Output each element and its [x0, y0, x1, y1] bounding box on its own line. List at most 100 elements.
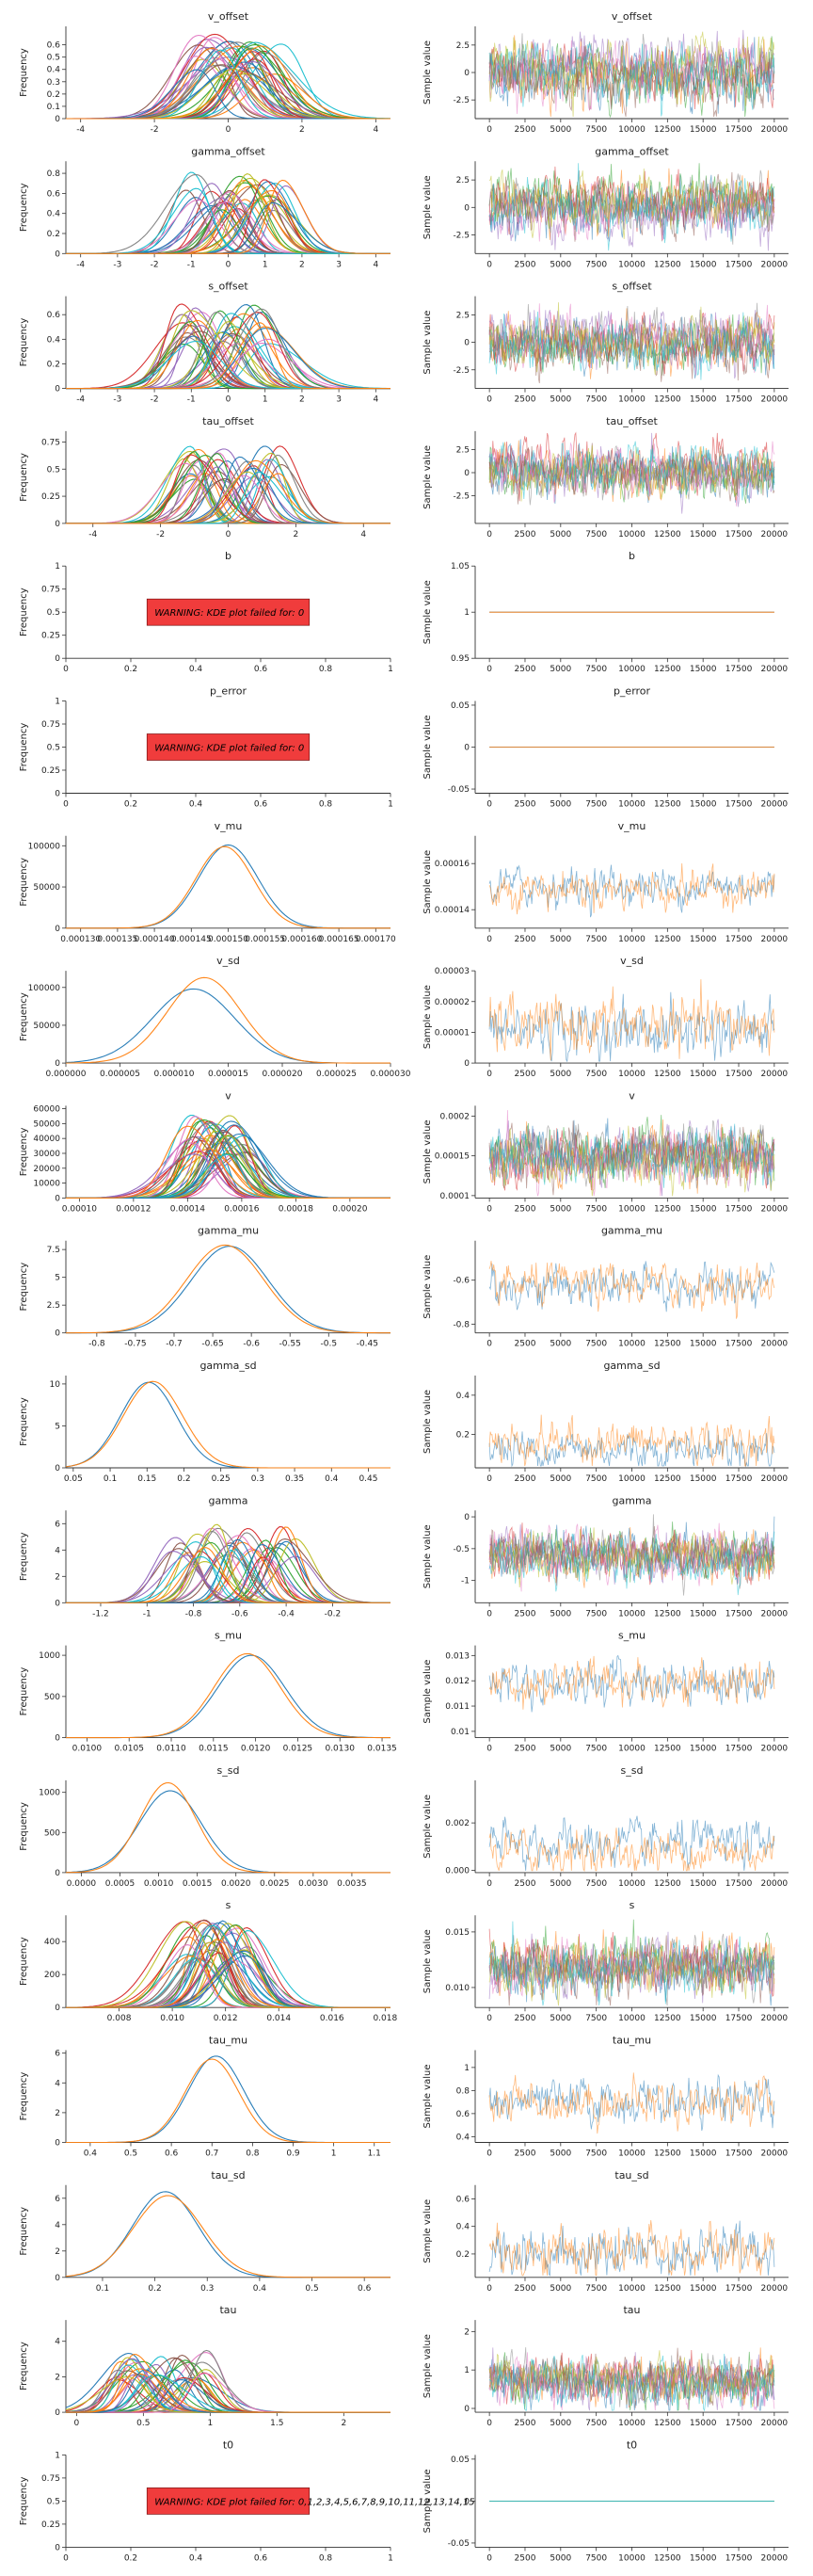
- trace-line-v_mu-0: [488, 864, 775, 918]
- kde-ylabel: Frequency: [19, 588, 29, 636]
- trace-gamma_sd-x-tick-label: 12500: [654, 1474, 681, 1484]
- kde-v_offset-y-tick-label: 0.2: [47, 90, 60, 100]
- kde-s-y-tick-label: 200: [44, 1971, 60, 1980]
- trace-line-s_offset-8: [488, 302, 775, 376]
- trace-ylabel: Sample value: [422, 580, 433, 644]
- trace-tau-x-tick-label: 20000: [761, 2419, 789, 2428]
- trace-v_mu-x-tick-label: 5000: [550, 935, 571, 944]
- trace-title-s_offset: s_offset: [612, 281, 652, 293]
- trace-gamma-x-tick-label: 15000: [690, 1609, 717, 1618]
- trace-tau_offset-x-tick-label: 2500: [515, 530, 536, 539]
- trace-line-gamma-7: [488, 1514, 775, 1596]
- trace-s_sd-y-tick-label: 0.002: [445, 1819, 470, 1828]
- trace-line-gamma_offset-4: [488, 180, 775, 251]
- trace-tau-x-tick-label: 5000: [550, 2419, 571, 2428]
- kde-v-x-tick-label: 0.00016: [224, 1204, 259, 1214]
- kde-s-y-tick-label: 400: [44, 1938, 60, 1947]
- kde-gamma_mu-y-tick-label: 7.5: [47, 1246, 60, 1255]
- trace-s_mu-y-tick-label: 0.012: [445, 1677, 470, 1686]
- kde-gamma_offset-x-tick-label: 2: [299, 260, 305, 269]
- trace-p_error-x-tick-label: 17500: [725, 800, 753, 810]
- trace-gamma_mu-x-tick-label: 15000: [690, 1340, 717, 1349]
- kde-curve-v_sd-0: [65, 988, 391, 1064]
- kde-gamma_mu-x-tick-label: -0.55: [279, 1340, 301, 1349]
- trace-v-x-tick-label: 0: [486, 1204, 492, 1214]
- kde-p_error-x-tick-label: 0.8: [319, 800, 333, 810]
- kde-tau_mu-x-tick-label: 0.6: [165, 2149, 179, 2159]
- trace-s_mu-y-tick-label: 0.01: [451, 1728, 470, 1737]
- trace-p_error-x-tick-label: 0: [486, 800, 492, 810]
- kde-tau_mu-x-tick-label: 0.4: [84, 2149, 98, 2159]
- kde-warning-box: [146, 733, 311, 761]
- trace-tau_mu-x-tick-label: 10000: [618, 2149, 646, 2159]
- kde-tau_mu-x-tick-label: 1.1: [368, 2149, 381, 2159]
- kde-tau-x-tick-label: 0.5: [136, 2419, 150, 2428]
- trace-v_mu-y-tick-label: 0.00014: [435, 906, 470, 915]
- trace-line-tau_offset-6: [488, 441, 775, 507]
- kde-v_offset-y-tick-label: 0.5: [47, 54, 60, 63]
- kde-gamma_mu-x-tick-label: -0.65: [201, 1340, 223, 1349]
- kde-gamma_offset-y-tick-label: 0.4: [47, 210, 61, 219]
- trace-gamma-x-tick-label: 12500: [654, 1609, 681, 1618]
- kde-curve-tau_offset-20: [66, 445, 391, 524]
- trace-b-y-tick-label: 1: [464, 608, 470, 618]
- trace-line-s_sd-1: [488, 1827, 775, 1873]
- kde-v_mu-x-tick-label: 0.000160: [281, 935, 322, 944]
- trace-tau-x-tick-label: 2500: [515, 2419, 536, 2428]
- trace-s_offset-x-tick-label: 5000: [550, 395, 571, 405]
- trace-title-v_mu: v_mu: [618, 820, 646, 832]
- trace-v-x-tick-label: 5000: [550, 1204, 571, 1214]
- trace-gamma-x-tick-label: 5000: [550, 1609, 571, 1618]
- trace-b-x-tick-label: 12500: [654, 665, 681, 674]
- trace-tau_offset-x-tick-label: 20000: [761, 530, 789, 539]
- trace-ylabel: Sample value: [422, 985, 433, 1049]
- kde-v_mu-x-tick-label: 0.000145: [171, 935, 212, 944]
- kde-tau-x-tick-label: 0: [73, 2419, 79, 2428]
- kde-s_offset-x-tick-label: -2: [151, 395, 159, 405]
- trace-gamma_sd-x-tick-label: 20000: [761, 1474, 789, 1484]
- trace-s_offset-x-tick-label: 2500: [515, 395, 536, 405]
- kde-v_sd-x-tick-label: 0.000030: [371, 1070, 411, 1079]
- trace-title-gamma_offset: gamma_offset: [595, 145, 669, 157]
- trace-t0-y-tick-label: -0.05: [448, 2539, 470, 2549]
- trace-tau-x-tick-label: 15000: [690, 2419, 717, 2428]
- kde-t0-y-tick-label: 0.25: [41, 2520, 60, 2530]
- kde-ylabel: Frequency: [19, 1937, 29, 1986]
- trace-title-tau_sd: tau_sd: [614, 2169, 648, 2182]
- kde-v_mu-y-tick-label: 0: [55, 925, 60, 934]
- kde-curve-s-1: [66, 1936, 391, 2008]
- trace-title-gamma_mu: gamma_mu: [601, 1225, 662, 1237]
- trace-v_sd-x-tick-label: 0: [486, 1070, 492, 1079]
- trace-v_sd-y-tick-label: 0.00002: [435, 998, 470, 1007]
- trace-ylabel: Sample value: [422, 175, 433, 239]
- kde-gamma_sd-x-tick-label: 0.3: [251, 1474, 264, 1484]
- kde-s_sd-y-tick-label: 0: [55, 1869, 60, 1878]
- trace-v-x-tick-label: 15000: [690, 1204, 717, 1214]
- trace-v_sd-y-tick-label: 0: [464, 1059, 470, 1069]
- kde-tau-x-tick-label: 1.5: [270, 2419, 283, 2428]
- kde-ylabel: Frequency: [19, 1397, 29, 1446]
- kde-t0-y-tick-label: 0.75: [41, 2474, 60, 2484]
- trace-v_sd-x-tick-label: 20000: [761, 1070, 789, 1079]
- trace-v_offset-x-tick-label: 7500: [585, 125, 607, 135]
- kde-curve-tau_offset-3: [66, 445, 391, 524]
- kde-s-x-tick-label: 0.010: [160, 2014, 184, 2023]
- trace-gamma_mu-x-tick-label: 12500: [654, 1340, 681, 1349]
- trace-v_offset-x-tick-label: 20000: [761, 125, 789, 135]
- kde-warning-text: WARNING: KDE plot failed for: 0: [154, 744, 304, 754]
- kde-curve-gamma-38: [66, 1523, 391, 1603]
- kde-tau_sd-y-tick-label: 4: [55, 2221, 60, 2230]
- kde-s_mu-x-tick-label: 0.0115: [199, 1745, 229, 1754]
- trace-title-tau_offset: tau_offset: [606, 415, 658, 427]
- trace-gamma_sd-x-tick-label: 2500: [515, 1474, 536, 1484]
- trace-v_mu-y-tick-label: 0.00016: [435, 860, 470, 869]
- trace-tau_sd-x-tick-label: 10000: [618, 2284, 646, 2294]
- trace-v-x-tick-label: 17500: [725, 1204, 753, 1214]
- kde-warning-box: [146, 2487, 311, 2515]
- kde-gamma_offset-x-tick-label: -1: [187, 260, 196, 269]
- kde-tau-x-tick-label: 2: [341, 2419, 346, 2428]
- trace-t0-x-tick-label: 12500: [654, 2553, 681, 2563]
- trace-s-x-tick-label: 2500: [515, 2014, 536, 2023]
- kde-s-x-tick-label: 0.008: [107, 2014, 132, 2023]
